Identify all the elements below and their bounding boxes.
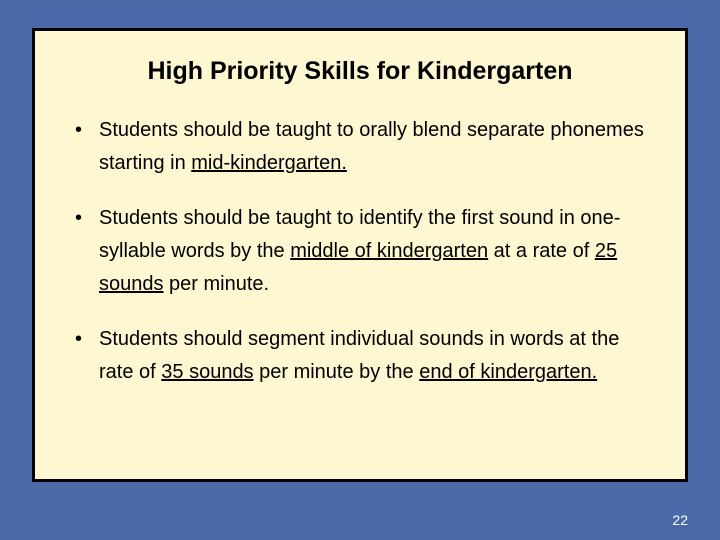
bullet-text: per minute.	[164, 273, 270, 295]
bullet-text: at a rate of	[488, 240, 595, 262]
slide-container: High Priority Skills for Kindergarten St…	[0, 0, 720, 540]
bullet-text: per minute by the	[254, 361, 420, 383]
bullet-list: Students should be taught to orally blen…	[63, 114, 657, 389]
slide-title: High Priority Skills for Kindergarten	[63, 57, 657, 86]
content-box: High Priority Skills for Kindergarten St…	[32, 28, 688, 482]
page-number: 22	[672, 512, 688, 528]
bullet-underline: middle of kindergarten	[290, 240, 488, 262]
bullet-underline: 35 sounds	[161, 361, 253, 383]
bullet-item: Students should be taught to orally blen…	[71, 114, 657, 180]
bullet-item: Students should segment individual sound…	[71, 323, 657, 389]
bullet-text: Students should be taught to orally blen…	[99, 119, 644, 174]
bullet-underline: mid-kindergarten.	[191, 152, 347, 174]
bullet-item: Students should be taught to identify th…	[71, 202, 657, 301]
bullet-underline: end of kindergarten.	[419, 361, 597, 383]
